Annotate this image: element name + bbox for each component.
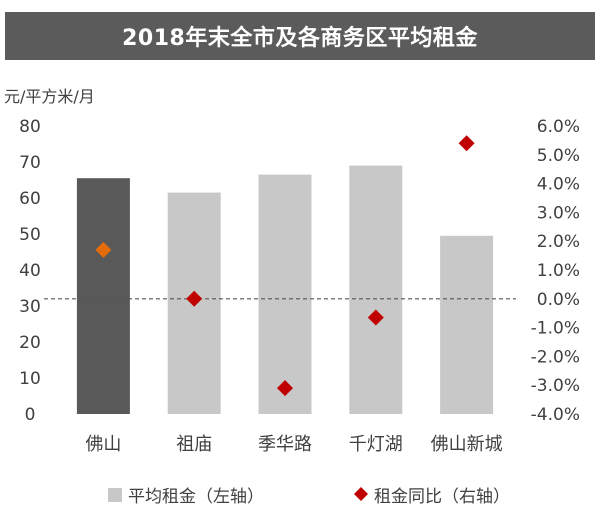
right-tick-label: -4.0% — [531, 405, 580, 425]
right-tick-label: 5.0% — [537, 146, 580, 166]
right-axis-ticks: -4.0% -3.0% -2.0% -1.0% 0.0% 1.0% 2.0% 3.0% 4.0%… — [531, 117, 580, 425]
bar — [349, 165, 403, 414]
marker-series — [95, 135, 475, 397]
left-axis-ticks: 0 10 20 30 40 50 60 70 80 — [19, 117, 41, 425]
bar — [258, 174, 312, 414]
left-tick-label: 50 — [19, 225, 41, 245]
data-point-marker — [367, 309, 384, 326]
legend-marker-swatch — [354, 487, 368, 501]
data-point-marker — [186, 290, 203, 307]
category-label: 千灯湖 — [349, 434, 403, 455]
right-tick-label: 0.0% — [537, 290, 580, 310]
left-axis-label: 元/平方米/月 — [4, 87, 95, 106]
right-tick-label: 4.0% — [537, 175, 580, 195]
category-label: 祖庙 — [176, 434, 212, 455]
legend-bar-swatch — [108, 488, 122, 502]
legend-marker-label: 租金同比（右轴） — [374, 487, 510, 507]
category-labels: 佛山 祖庙 季华路 千灯湖 佛山新城 — [85, 434, 502, 455]
bar — [440, 235, 494, 414]
right-tick-label: 3.0% — [537, 203, 580, 223]
category-label: 佛山 — [85, 434, 121, 455]
right-tick-label: -1.0% — [531, 319, 580, 339]
left-tick-label: 20 — [19, 333, 41, 353]
right-tick-label: -2.0% — [531, 347, 580, 367]
category-label: 佛山新城 — [431, 434, 503, 455]
data-point-marker — [458, 135, 475, 152]
left-tick-label: 0 — [25, 405, 36, 425]
left-tick-label: 30 — [19, 297, 41, 317]
left-tick-label: 70 — [19, 153, 41, 173]
legend-bar-label: 平均租金（左轴） — [128, 487, 264, 507]
right-tick-label: 2.0% — [537, 232, 580, 252]
data-point-marker — [95, 241, 112, 258]
right-tick-label: -3.0% — [531, 376, 580, 396]
left-tick-label: 10 — [19, 369, 41, 389]
left-tick-label: 40 — [19, 261, 41, 281]
bar-series — [76, 165, 494, 414]
chart-title: 2018年末全市及各商务区平均租金 — [5, 12, 595, 60]
bar — [76, 178, 130, 414]
left-tick-label: 80 — [19, 117, 41, 137]
legend: 平均租金（左轴） 租金同比（右轴） — [108, 487, 510, 507]
data-point-marker — [277, 380, 293, 397]
left-tick-label: 60 — [19, 189, 41, 209]
right-tick-label: 1.0% — [537, 261, 580, 281]
category-label: 季华路 — [258, 434, 312, 455]
right-tick-label: 6.0% — [537, 117, 580, 137]
